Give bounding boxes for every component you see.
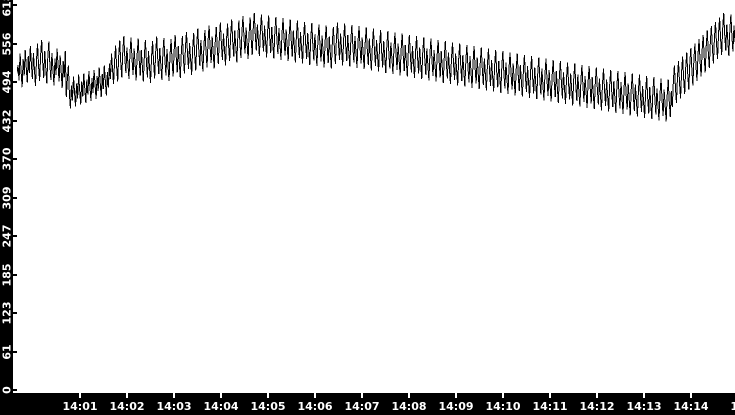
x-tick-label: 14:11	[532, 400, 568, 413]
x-tick-mark	[455, 393, 457, 398]
x-tick-mark	[173, 393, 175, 398]
x-tick-label: 14:12	[579, 400, 615, 413]
x-tick-label: 14:05	[250, 400, 286, 413]
x-tick-mark	[690, 393, 692, 398]
data-line-svg	[17, 13, 735, 122]
y-tick-mark	[13, 158, 18, 161]
y-tick-label: 618	[0, 0, 13, 17]
y-tick-label: 432	[0, 109, 13, 133]
plot-area	[17, 0, 735, 393]
y-tick-mark	[13, 42, 18, 45]
x-tick-mark	[643, 393, 645, 398]
y-tick-mark	[13, 81, 18, 84]
x-tick-mark	[220, 393, 222, 398]
x-tick-mark	[79, 393, 81, 398]
y-tick-label: 247	[0, 224, 13, 248]
x-tick-label: 14:14	[673, 400, 709, 413]
x-tick-mark	[549, 393, 551, 398]
x-tick-label: 14:01	[62, 400, 98, 413]
y-tick-mark	[13, 389, 18, 391]
y-tick-mark	[13, 4, 18, 6]
x-tick-mark	[408, 393, 410, 398]
y-tick-mark	[13, 235, 18, 238]
x-tick-label: 14:04	[203, 400, 239, 413]
y-tick-label: 185	[0, 263, 13, 287]
x-tick-mark	[314, 393, 316, 398]
y-tick-label: 370	[0, 148, 13, 171]
y-tick-label: 309	[0, 186, 13, 209]
x-tick-label: 14	[730, 400, 735, 413]
y-tick-label: 494	[0, 70, 13, 94]
y-tick-label: 61	[0, 344, 13, 360]
y-axis-strip	[0, 0, 13, 393]
x-tick-label: 14:09	[438, 400, 474, 413]
y-tick-mark	[13, 312, 18, 315]
x-tick-label: 14:07	[344, 400, 380, 413]
y-tick-mark	[13, 273, 18, 276]
x-tick-label: 14:10	[485, 400, 521, 413]
x-tick-label: 14:06	[297, 400, 333, 413]
y-tick-mark	[13, 119, 18, 122]
x-tick-mark	[596, 393, 598, 398]
x-tick-label: 14:02	[109, 400, 145, 413]
signal-line	[17, 13, 735, 122]
x-axis-strip	[0, 393, 735, 415]
x-tick-label: 14:03	[156, 400, 192, 413]
y-tick-mark	[13, 350, 18, 353]
x-tick-mark	[361, 393, 363, 398]
y-tick-label: 123	[0, 301, 13, 325]
x-tick-mark	[502, 393, 504, 398]
x-tick-label: 14:13	[626, 400, 662, 413]
y-tick-label: 0	[0, 386, 13, 394]
x-tick-mark	[126, 393, 128, 398]
x-tick-label: 14:08	[391, 400, 427, 413]
y-tick-mark	[13, 196, 18, 199]
x-tick-mark	[267, 393, 269, 398]
y-tick-label: 556	[0, 32, 13, 56]
